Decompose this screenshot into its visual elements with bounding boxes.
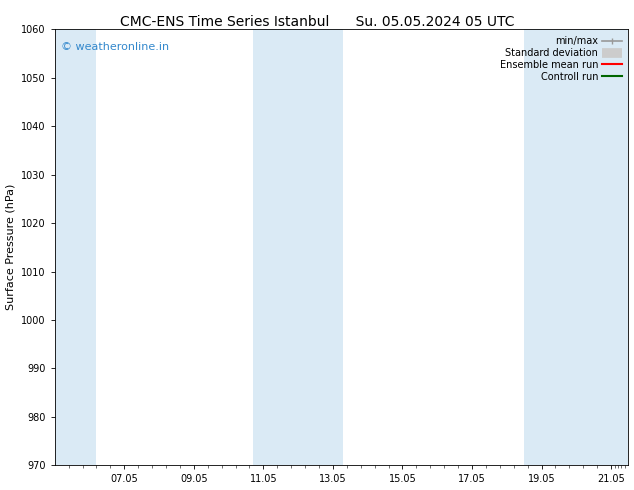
- Bar: [253, 29, 344, 465]
- Bar: [524, 29, 628, 465]
- Bar: [55, 29, 96, 465]
- Text: CMC-ENS Time Series Istanbul      Su. 05.05.2024 05 UTC: CMC-ENS Time Series Istanbul Su. 05.05.2…: [120, 15, 514, 29]
- Y-axis label: Surface Pressure (hPa): Surface Pressure (hPa): [6, 184, 16, 311]
- Legend: min/max, Standard deviation, Ensemble mean run, Controll run: min/max, Standard deviation, Ensemble me…: [496, 32, 626, 86]
- Text: © weatheronline.in: © weatheronline.in: [60, 42, 169, 52]
